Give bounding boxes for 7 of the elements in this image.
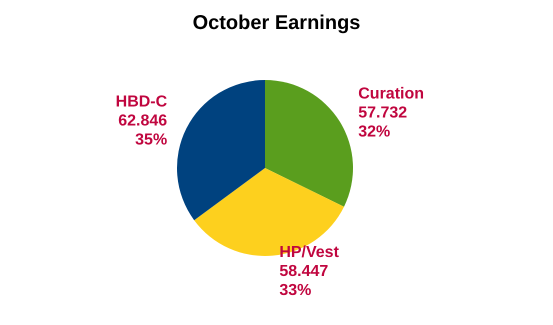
slice-label: HP/Vest bbox=[279, 244, 340, 262]
data-label: 62.846 35% bbox=[118, 112, 168, 149]
data-label: 58.447 33% bbox=[279, 263, 328, 300]
chart-title: October Earnings bbox=[192, 12, 360, 34]
slice-label: Curation bbox=[358, 85, 424, 102]
data-label: 57.732 32% bbox=[358, 104, 408, 140]
slice-label: HBD-C bbox=[116, 94, 168, 111]
